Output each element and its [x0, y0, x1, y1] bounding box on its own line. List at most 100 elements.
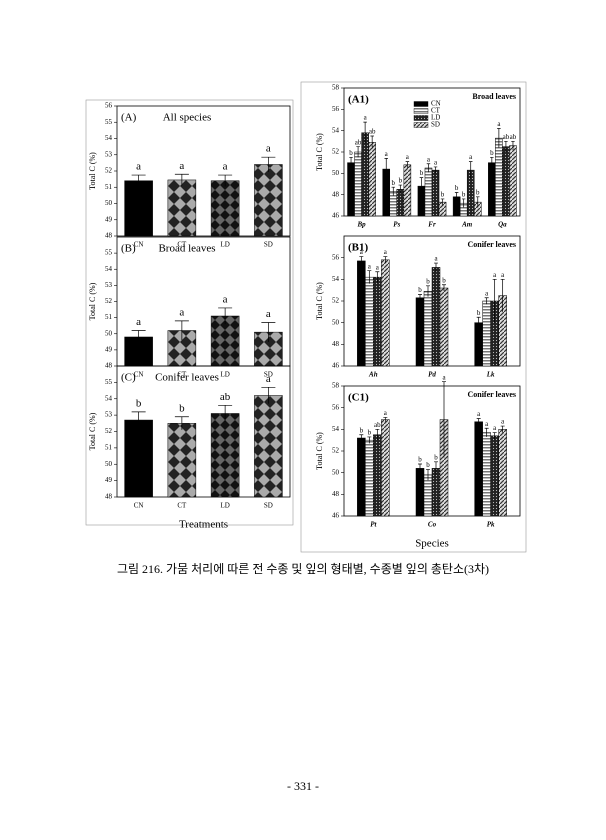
y-tick-label: 53: [105, 150, 113, 158]
right-frame: [300, 81, 527, 553]
significance-letter: a: [493, 424, 497, 432]
bar: [381, 259, 390, 367]
panel-label: (A1): [348, 94, 369, 106]
y-tick-label: 46: [332, 512, 340, 520]
significance-letter: a: [384, 409, 388, 417]
significance-letter: a: [406, 153, 410, 161]
significance-letter: a: [469, 153, 473, 161]
significance-letter: a: [223, 161, 228, 173]
significance-letter: a: [368, 262, 372, 270]
significance-letter: b: [455, 184, 459, 192]
error-bar: [174, 416, 189, 430]
panel-label: (B): [121, 243, 136, 255]
error-bar: [261, 386, 276, 404]
x-tick-label: LD: [220, 371, 229, 379]
y-tick-label: 55: [105, 118, 113, 126]
error-bar: [442, 284, 446, 292]
y-axis-label: Total C (%): [315, 133, 324, 171]
error-bar: [476, 418, 481, 425]
error-bar: [484, 297, 489, 305]
significance-letter: b: [418, 456, 422, 464]
error-bar: [359, 256, 364, 266]
bar: [373, 276, 382, 367]
significance-letter: a: [136, 316, 141, 328]
page-number: - 331 -: [287, 779, 319, 793]
significance-letter: a: [434, 255, 438, 263]
error-bar: [375, 428, 380, 441]
bar: [368, 142, 376, 217]
panel-title: Conifer leaves: [467, 240, 516, 249]
significance-letter: a: [364, 114, 368, 122]
bar: [423, 291, 433, 367]
y-tick-label: 56: [332, 105, 340, 113]
y-axis-label: Total C (%): [315, 432, 324, 470]
significance-letter: b: [477, 309, 481, 317]
bar: [347, 162, 355, 217]
error-bar: [174, 320, 189, 341]
significance-letter: a: [427, 155, 431, 163]
significance-letter: a: [442, 373, 446, 381]
bar: [423, 474, 433, 517]
error-bar: [349, 156, 353, 168]
bar: [431, 169, 440, 217]
significance-letter: b: [441, 191, 445, 199]
x-tick-label: CN: [134, 241, 144, 249]
x-tick-label: Ps: [393, 221, 400, 229]
error-bar: [359, 434, 364, 442]
y-tick-label: 48: [105, 362, 113, 370]
significance-letter: b: [442, 276, 446, 284]
x-axis-label: Treatments: [179, 519, 228, 531]
y-tick-label: 51: [105, 443, 113, 451]
error-bar: [426, 469, 430, 481]
y-tick-label: 46: [332, 212, 340, 220]
bar: [498, 429, 507, 517]
error-bar: [497, 128, 501, 148]
caption: 그림 216. 가뭄 처리에 따른 전 수종 및 잎의 형태별, 수종별 잎의 …: [117, 562, 489, 576]
error-bar: [434, 262, 438, 272]
bar: [167, 179, 197, 237]
error-bar: [500, 278, 505, 312]
significance-letter: b: [434, 453, 438, 461]
error-bar: [174, 173, 189, 186]
error-bar: [398, 184, 403, 194]
bar: [361, 132, 369, 217]
error-bar: [218, 174, 233, 187]
significance-letter: ab: [503, 133, 510, 141]
bar: [424, 167, 433, 217]
y-tick-label: 54: [105, 265, 113, 273]
x-tick-label: SD: [264, 502, 273, 510]
bar: [357, 437, 366, 517]
error-bar: [426, 163, 431, 173]
x-tick-label: Bp: [357, 221, 367, 229]
significance-letter: ab: [510, 133, 517, 141]
legend-swatch: [413, 115, 429, 121]
significance-letter: b: [368, 429, 372, 437]
significance-letter: b: [420, 169, 424, 177]
error-bar: [490, 156, 494, 168]
error-bar: [383, 417, 388, 422]
y-tick-label: 48: [332, 490, 340, 498]
y-tick-label: 50: [332, 468, 340, 476]
bar: [365, 439, 374, 517]
y-tick-label: 48: [332, 340, 340, 348]
error-bar: [433, 166, 438, 174]
x-tick-label: LD: [220, 241, 229, 249]
significance-letter: a: [376, 263, 380, 271]
error-bar: [504, 140, 508, 152]
bar: [354, 151, 362, 217]
y-tick-label: 48: [105, 232, 113, 240]
bar: [490, 435, 499, 517]
significance-letter: a: [179, 306, 184, 318]
y-tick-label: 52: [332, 148, 340, 156]
panel-label: (C): [121, 372, 136, 384]
x-tick-label: SD: [264, 241, 273, 249]
error-bar: [476, 196, 480, 208]
legend-label: CN: [431, 100, 441, 108]
x-tick-label: LD: [220, 502, 229, 510]
bar: [210, 413, 240, 498]
bar: [415, 468, 425, 517]
error-bar: [426, 285, 430, 297]
error-bar: [492, 432, 497, 440]
panel-title: All species: [163, 112, 212, 124]
